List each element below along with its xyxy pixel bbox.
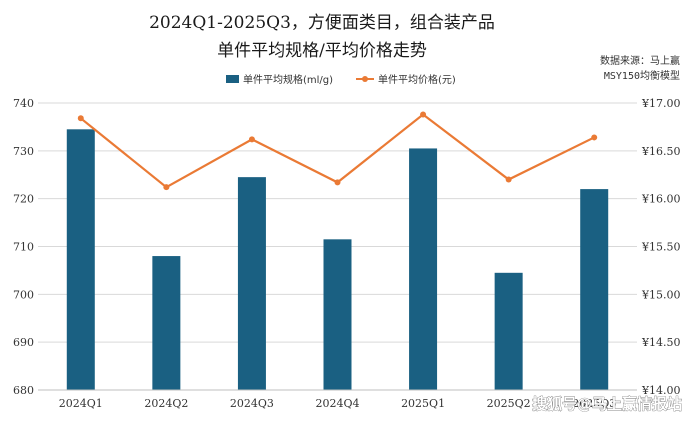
line-point [248,136,255,143]
chart-title-line2: 单件平均规格/平均价格走势 [217,41,427,61]
data-source-label: 数据来源：马上赢 [600,54,680,67]
left-tick-label: 720 [13,193,34,206]
bar [237,177,266,390]
right-tick-label: ¥14.00 [641,384,681,397]
x-axis: 2024Q1 2024Q2 2024Q3 2024Q4 2025Q1 2025Q2 2025… [38,389,637,410]
right-tick-label: ¥17.00 [641,97,681,110]
left-tick-label: 710 [13,241,34,254]
bar [66,129,95,390]
legend: 单件平均规格(ml/g) 单件平均价格(元) [226,73,456,86]
chart-title-line1: 2024Q1-2025Q3，方便面类目，组合装产品 [149,13,495,33]
legend-bar-label: 单件平均规格(ml/g) [243,73,333,86]
right-tick-label: ¥16.00 [641,193,681,206]
line-point [591,134,598,141]
right-tick-label: ¥16.50 [641,145,681,158]
x-tick-label: 2025Q2 [487,397,531,410]
legend-line-label: 单件平均价格(元) [378,73,456,86]
left-tick-label: 680 [13,384,34,397]
model-label: MSY150均衡模型 [604,69,680,82]
bar [323,239,352,390]
right-tick-label: ¥15.50 [641,241,681,254]
x-tick-label: 2024Q1 [59,397,103,410]
legend-line-marker [362,76,368,82]
x-tick-label: 2024Q4 [315,397,359,410]
left-tick-label: 730 [13,145,34,158]
right-axis: ¥14.00 ¥14.50 ¥15.00 ¥15.50 ¥16.00 ¥16.50 ¥17.… [641,97,681,397]
x-tick-label: 2025Q3 [572,397,616,410]
watermark: 搜狐号@马上赢情报站 [532,395,682,413]
line-series [77,111,598,191]
line-point [77,115,84,122]
right-tick-label: ¥15.00 [641,288,681,301]
legend-bar-swatch [226,75,239,83]
left-tick-label: 700 [13,288,34,301]
line-point [334,179,341,186]
bar-series [66,129,609,390]
x-tick-label: 2024Q3 [230,397,274,410]
left-tick-label: 740 [13,97,34,110]
bar [494,272,523,390]
left-axis: 680 690 700 710 720 730 740 [13,97,34,397]
bar [409,148,438,390]
line-point [420,111,427,118]
left-tick-label: 690 [13,336,34,349]
right-tick-label: ¥14.50 [641,336,681,349]
line-point [163,184,170,191]
line-point [505,176,512,183]
x-tick-label: 2025Q1 [401,397,445,410]
x-tick-label: 2024Q2 [144,397,188,410]
bar [580,189,609,390]
bar [152,256,181,390]
